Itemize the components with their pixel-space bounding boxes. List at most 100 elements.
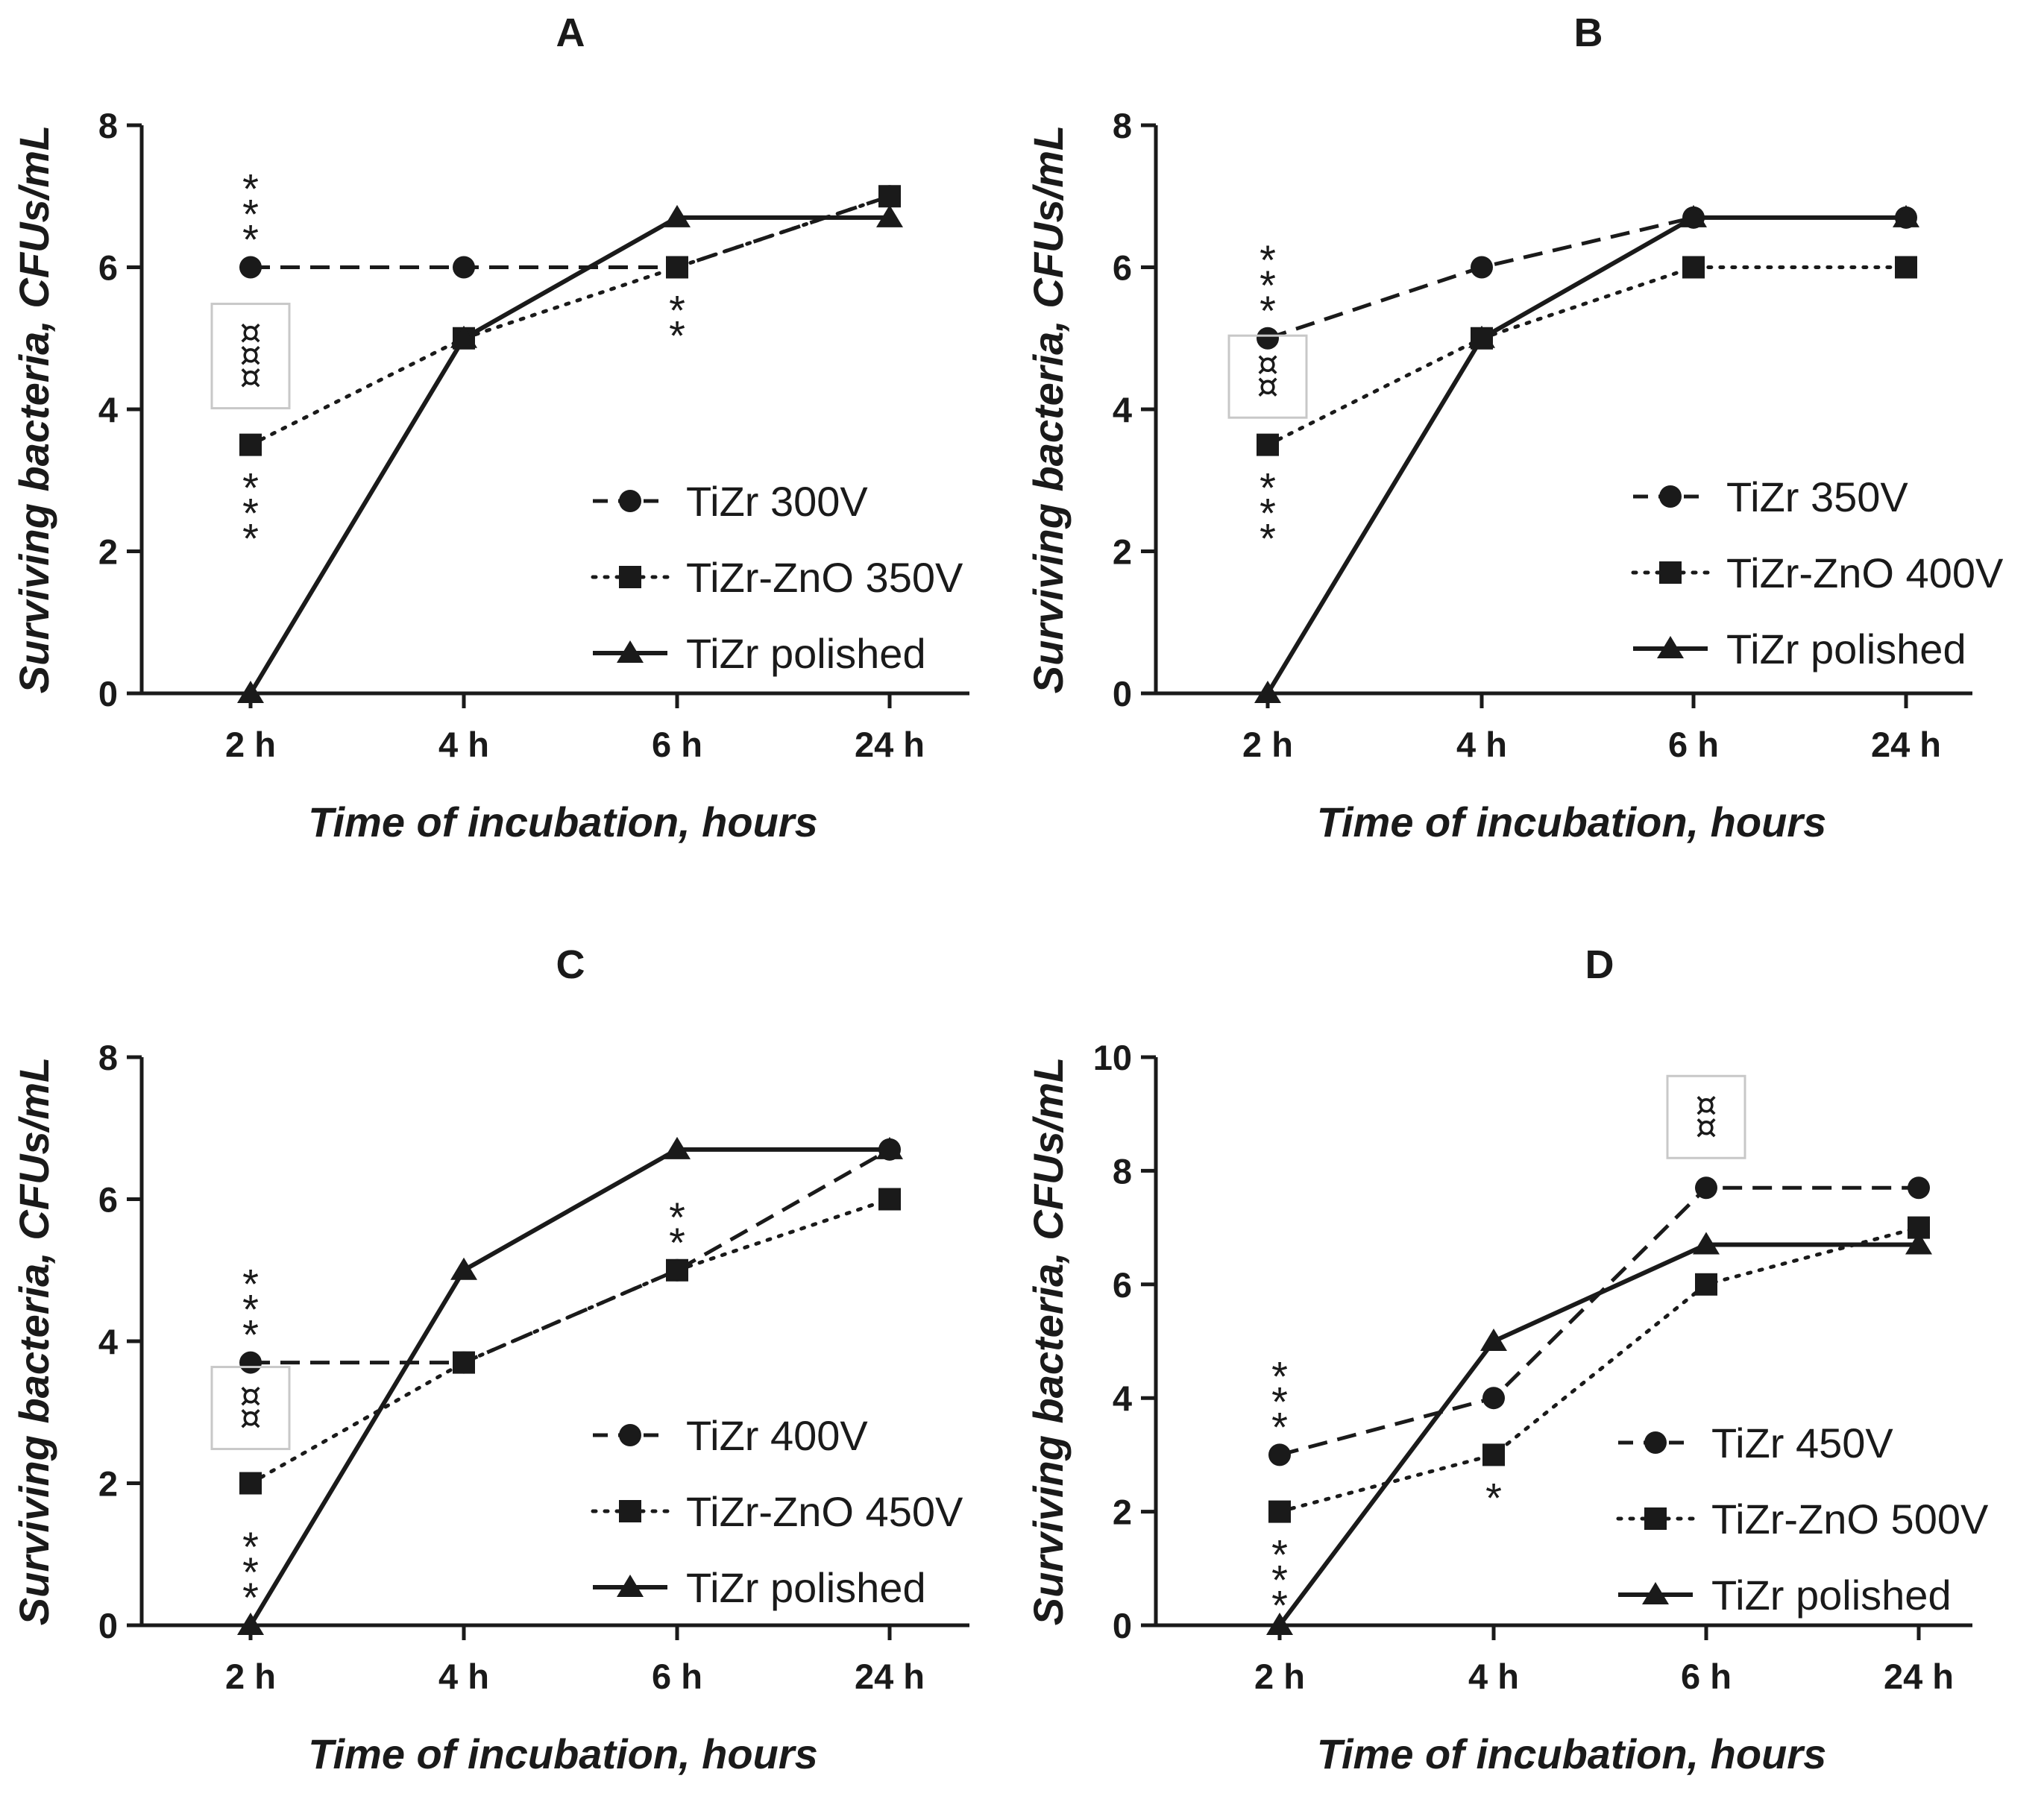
legend: TiZr 300V TiZr-ZnO 350V TiZr polished <box>591 478 963 677</box>
legend-label-3: TiZr polished <box>1711 1572 1952 1619</box>
y-tick-label: 2 <box>98 1464 118 1504</box>
legend-label-2: TiZr-ZnO 400V <box>1726 549 2004 596</box>
series-line-2 <box>248 1197 892 1485</box>
data-point-series-3 <box>237 681 264 703</box>
series-line-3 <box>248 1147 890 1627</box>
series-line-2 <box>248 194 892 447</box>
data-point-series-3 <box>237 1613 264 1635</box>
legend-marker-2 <box>619 1500 641 1522</box>
data-point-series-3 <box>876 1136 903 1159</box>
data-point-series-2 <box>878 1188 901 1211</box>
data-point-series-2 <box>239 433 262 456</box>
annotation-label: *** <box>1255 1474 1304 1521</box>
data-point-series-2 <box>1257 433 1279 456</box>
legend-marker-3 <box>617 640 644 663</box>
annotation-label: *** <box>1255 1417 1304 1463</box>
data-point-series-3 <box>1680 204 1707 227</box>
y-tick-label: 2 <box>1113 532 1132 572</box>
series-line-3 <box>1277 1242 1919 1627</box>
significance-bracket <box>210 1366 291 1451</box>
significance-mark: ¤ <box>239 312 261 353</box>
data-point-series-2 <box>666 1258 688 1282</box>
significance-star: * <box>242 1311 259 1358</box>
significance-star: * <box>1260 287 1276 334</box>
annotation-label: *** <box>226 1587 274 1634</box>
significance-star: * <box>1260 262 1276 309</box>
y-tick-label: 2 <box>1113 1493 1132 1532</box>
data-point-series-3 <box>1893 204 1919 227</box>
data-point-series-3 <box>1480 1329 1507 1351</box>
data-point-series-2 <box>1895 256 1917 279</box>
data-point-series-1 <box>1695 1176 1717 1200</box>
y-tick-label: 4 <box>1113 390 1132 429</box>
legend-marker-3 <box>1657 636 1684 658</box>
significance-star: * <box>242 1261 259 1308</box>
x-tick-label: 2 h <box>225 725 276 764</box>
significance-mark: ¤ <box>239 357 261 397</box>
annotation-label: *** <box>226 230 274 277</box>
significance-star: * <box>1260 490 1276 537</box>
significance-star: * <box>242 191 259 238</box>
significance-bracket <box>1227 334 1308 419</box>
legend-marker-1 <box>1644 1431 1667 1454</box>
significance-bracket <box>1666 1074 1746 1159</box>
annotation-label: *** <box>1243 300 1292 347</box>
significance-star: * <box>242 166 259 212</box>
x-tick-label: 2 h <box>225 1657 276 1696</box>
x-axis-label: Time of incubation, hours <box>308 798 817 845</box>
data-point-series-3 <box>664 1136 691 1159</box>
y-tick-label: 8 <box>98 106 118 145</box>
y-tick-label: 0 <box>1113 674 1132 713</box>
legend-label-3: TiZr polished <box>686 1564 926 1611</box>
legend-label-3: TiZr polished <box>1726 626 1966 672</box>
legend-label-2: TiZr-ZnO 350V <box>686 554 963 601</box>
significance-star: * <box>1271 1531 1288 1578</box>
annotation-label: ** <box>661 230 694 277</box>
panel-title: A <box>556 10 585 55</box>
annotation-label: * <box>1485 1417 1502 1463</box>
significance-bracket <box>210 303 291 410</box>
significance-star: * <box>1271 1378 1288 1425</box>
data-point-series-3 <box>450 1257 477 1280</box>
x-tick-label: 4 h <box>438 725 489 764</box>
y-axis-label: Surviving bacteria, CFUs/mL <box>10 125 57 693</box>
significance-star: * <box>669 1219 685 1266</box>
chart-panel-c: C 0 2 4 6 8 2 h 4 h 6 h 24 h Time of incubation, h… <box>10 942 969 1777</box>
legend-label-1: TiZr 350V <box>1726 473 1908 520</box>
x-tick-label: 4 h <box>438 1657 489 1696</box>
data-point-series-3 <box>1905 1232 1932 1255</box>
panel-title: B <box>1574 10 1603 55</box>
data-point-series-2 <box>666 256 688 279</box>
x-tick-label: 24 h <box>855 1657 925 1696</box>
data-point-series-3 <box>1468 325 1495 348</box>
significance-star: * <box>242 1286 259 1333</box>
x-axis-label: Time of incubation, hours <box>308 1730 817 1777</box>
data-point-series-1 <box>1908 1176 1930 1200</box>
significance-mark: ¤ <box>239 335 261 375</box>
y-tick-label: 10 <box>1093 1038 1132 1077</box>
y-tick-label: 8 <box>1113 1151 1132 1191</box>
x-tick-label: 6 h <box>652 725 702 764</box>
data-point-series-1 <box>239 1351 262 1374</box>
panel-title: C <box>556 942 585 987</box>
significance-star: * <box>1485 1474 1502 1521</box>
data-point-series-3 <box>1693 1232 1720 1255</box>
x-tick-label: 2 h <box>1254 1657 1305 1696</box>
x-tick-label: 4 h <box>1468 1657 1519 1696</box>
data-point-series-1 <box>1268 1443 1291 1466</box>
x-tick-label: 4 h <box>1456 725 1507 764</box>
significance-star: * <box>1260 515 1276 562</box>
data-point-series-3 <box>1266 1613 1293 1635</box>
data-point-series-1 <box>453 256 475 279</box>
annotation-label: *** <box>226 407 274 454</box>
y-axis-label: Surviving bacteria, CFUs/mL <box>1025 125 1072 693</box>
data-point-series-1 <box>1471 256 1493 279</box>
y-axis-label: Surviving bacteria, CFUs/mL <box>1025 1057 1072 1625</box>
legend-marker-1 <box>1659 485 1682 508</box>
y-tick-label: 4 <box>1113 1378 1132 1418</box>
legend: TiZr 350V TiZr-ZnO 400V TiZr polished <box>1631 473 2004 672</box>
data-point-series-2 <box>878 185 901 208</box>
x-axis-label: Time of incubation, hours <box>1317 798 1826 845</box>
significance-star: * <box>242 1523 259 1570</box>
y-tick-label: 0 <box>1113 1606 1132 1645</box>
